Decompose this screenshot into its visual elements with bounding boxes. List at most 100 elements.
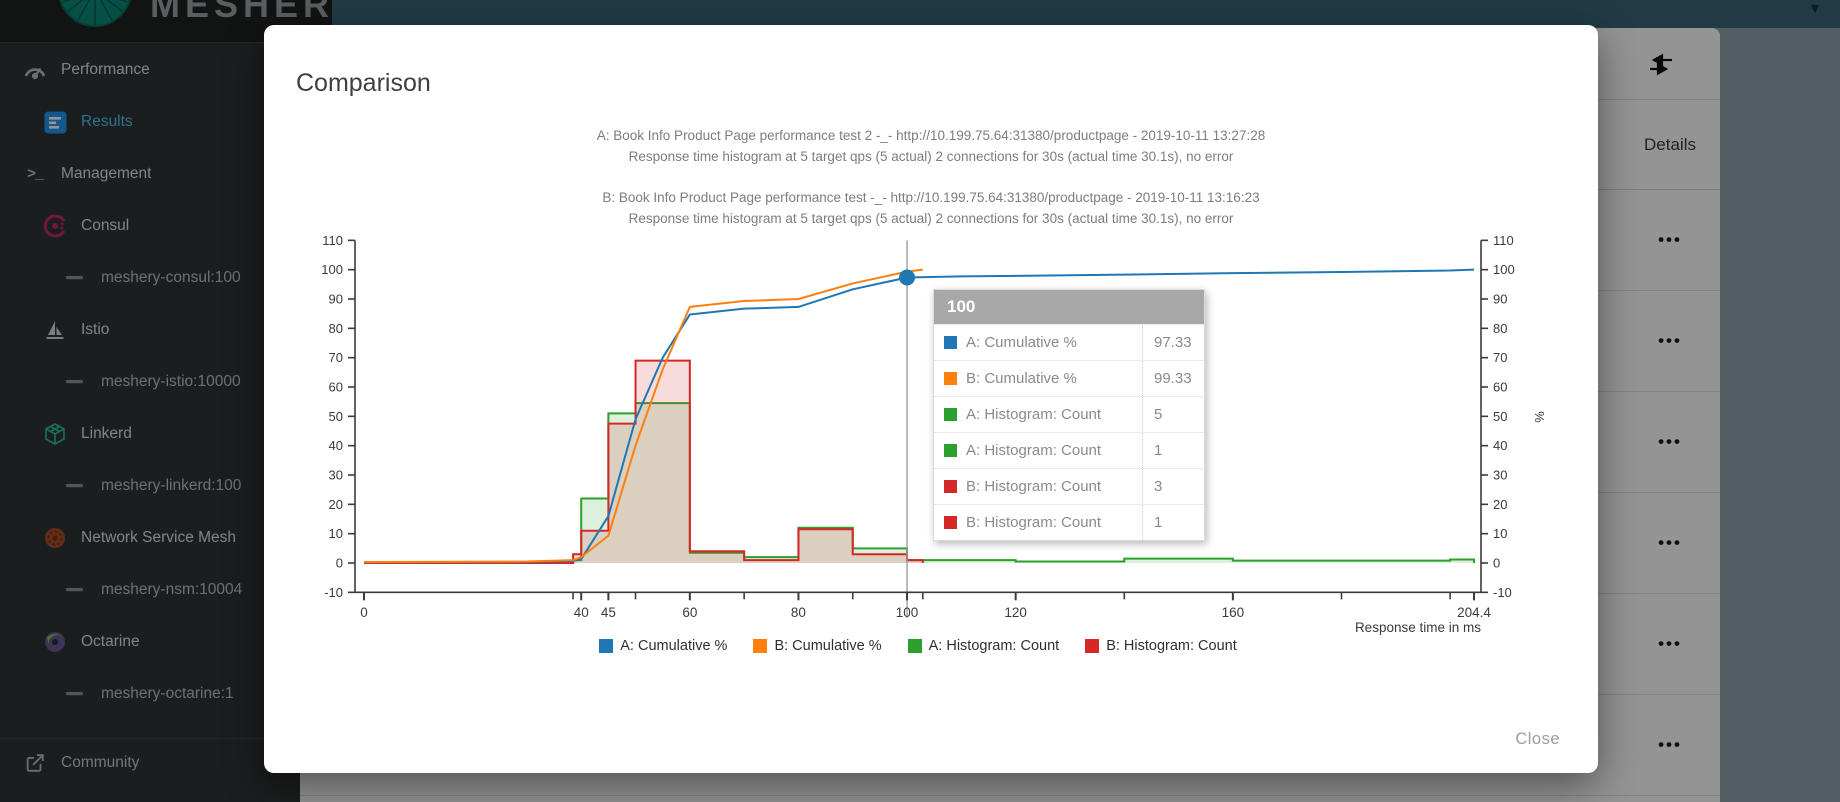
app-logo[interactable]: MESHERY (0, 0, 332, 42)
sidebar-item-label: meshery-octarine:1 (101, 685, 234, 702)
svg-text:90: 90 (329, 292, 343, 307)
sidebar-item-istio[interactable]: Istio (0, 304, 300, 356)
tooltip-label: A: Histogram: Count (966, 406, 1102, 423)
chart-titles: A: Book Info Product Page performance te… (264, 125, 1598, 229)
svg-text:110: 110 (1493, 233, 1514, 248)
meshery-logo-icon (57, 0, 133, 33)
svg-text:60: 60 (329, 380, 343, 395)
sidebar-item-label: Network Service Mesh (81, 529, 237, 546)
tooltip-swatch (944, 480, 957, 493)
svg-text:0: 0 (1493, 556, 1500, 571)
legend-item[interactable]: A: Histogram: Count (907, 638, 1059, 654)
svg-text:110: 110 (322, 233, 343, 248)
sidebar-item-management[interactable]: >_ Management (0, 148, 300, 200)
sidebar-item-linkerd[interactable]: Linkerd (0, 408, 300, 460)
chart-legend: A: Cumulative % B: Cumulative % A: Histogr… (264, 638, 1572, 654)
svg-text:60: 60 (682, 605, 697, 620)
terminal-icon: >_ (26, 165, 44, 183)
svg-text:90: 90 (1493, 292, 1507, 307)
sidebar-item-network-service-mesh[interactable]: Network Service Mesh (0, 512, 300, 564)
istio-icon (42, 318, 68, 342)
tooltip-label: A: Cumulative % (966, 334, 1077, 351)
y2-axis-title: % (1532, 411, 1547, 423)
sidebar-item-meshery-nsm-10004[interactable]: meshery-nsm:10004 (0, 564, 300, 616)
sidebar-item-meshery-consul-100[interactable]: meshery-consul:100 (0, 252, 300, 304)
gauge-icon (22, 58, 48, 82)
svg-text:10: 10 (1493, 526, 1507, 541)
svg-text:20: 20 (329, 497, 343, 512)
svg-text:50: 50 (329, 409, 343, 424)
row-menu-ellipsis-icon[interactable]: ••• (1590, 695, 1750, 795)
row-menu-ellipsis-icon[interactable]: ••• (1590, 493, 1750, 593)
svg-text:204.4: 204.4 (1457, 605, 1491, 620)
sidebar-item-results[interactable]: Results (0, 96, 300, 148)
sidebar-item-performance[interactable]: Performance (0, 44, 300, 96)
legend-item[interactable]: B: Histogram: Count (1085, 638, 1237, 654)
sidebar-item-label: Octarine (81, 633, 140, 650)
sidebar-item-label: Management (61, 165, 152, 182)
svg-text:60: 60 (1493, 380, 1507, 395)
row-menu-ellipsis-icon[interactable]: ••• (1590, 190, 1750, 290)
tooltip-row: B: Histogram: Count 1 (934, 504, 1204, 540)
row-menu-ellipsis-icon[interactable]: ••• (1590, 594, 1750, 694)
sidebar: MESHERY Performance Results >_ Management Co… (0, 0, 332, 802)
svg-text:30: 30 (1493, 468, 1507, 483)
table-row: ••• (300, 695, 1720, 796)
chart-title-b: B: Book Info Product Page performance te… (602, 190, 1260, 205)
tooltip-value: 3 (1142, 469, 1204, 504)
legend-item[interactable]: B: Cumulative % (753, 638, 882, 654)
sidebar-item-consul[interactable]: Consul (0, 200, 300, 252)
svg-text:80: 80 (329, 321, 343, 336)
sidebar-item-meshery-istio-10000[interactable]: meshery-istio:10000 (0, 356, 300, 408)
svg-text:160: 160 (1222, 605, 1245, 620)
svg-text:30: 30 (329, 468, 343, 483)
tooltip-row: A: Histogram: Count 1 (934, 432, 1204, 468)
sidebar-item-label: meshery-nsm:10004 (101, 581, 243, 598)
histogram-series (364, 359, 924, 564)
modal-title: Comparison (296, 69, 431, 97)
cumulative-line (363, 268, 923, 564)
close-button[interactable]: Close (1503, 722, 1572, 757)
svg-text:100: 100 (896, 605, 919, 620)
tooltip-swatch (944, 336, 957, 349)
row-menu-ellipsis-icon[interactable]: ••• (1590, 392, 1750, 492)
sidebar-item-octarine[interactable]: Octarine (0, 616, 300, 668)
sidebar-item-label: meshery-linkerd:100 (101, 477, 242, 494)
dash-icon (62, 692, 88, 696)
svg-text:40: 40 (574, 605, 589, 620)
tooltip-swatch (944, 444, 957, 457)
svg-text:40: 40 (329, 438, 343, 453)
linkerd-icon (42, 422, 68, 446)
tooltip-label: B: Histogram: Count (966, 514, 1102, 531)
svg-text:20: 20 (1493, 497, 1507, 512)
compress-columns-icon[interactable] (1646, 52, 1676, 83)
navbar-chevron-icon: ▼ (1808, 0, 1822, 16)
cumulative-line (363, 268, 1475, 564)
svg-text:50: 50 (1493, 409, 1507, 424)
tooltip-rows: A: Cumulative % 97.33 B: Cumulative % 99.33… (934, 324, 1204, 540)
svg-text:0: 0 (360, 605, 368, 620)
sidebar-item-community[interactable]: Community (22, 752, 139, 774)
tooltip-label: A: Histogram: Count (966, 442, 1102, 459)
tooltip-value: 1 (1142, 505, 1204, 540)
sidebar-item-meshery-octarine-1[interactable]: meshery-octarine:1 (0, 668, 300, 720)
dash-icon (62, 484, 88, 488)
divider (0, 42, 300, 43)
chart-title-a: A: Book Info Product Page performance te… (596, 128, 1266, 143)
tooltip-value: 5 (1142, 397, 1204, 432)
svg-text:-10: -10 (1493, 585, 1512, 600)
sidebar-nav: Performance Results >_ Management Consul mesh… (0, 44, 300, 720)
sidebar-item-meshery-linkerd-100[interactable]: meshery-linkerd:100 (0, 460, 300, 512)
legend-item[interactable]: A: Cumulative % (599, 638, 727, 654)
dash-icon (62, 380, 88, 384)
row-menu-ellipsis-icon[interactable]: ••• (1590, 291, 1750, 391)
legend-swatch (1085, 639, 1100, 653)
tooltip-value: 97.33 (1142, 325, 1204, 360)
svg-text:80: 80 (1493, 321, 1507, 336)
x-axis-title: Response time in ms (1355, 620, 1481, 635)
legend-swatch (599, 639, 614, 653)
svg-text:100: 100 (321, 262, 343, 277)
sidebar-footer: Community (0, 738, 300, 802)
logo-text: MESHERY (150, 0, 332, 25)
